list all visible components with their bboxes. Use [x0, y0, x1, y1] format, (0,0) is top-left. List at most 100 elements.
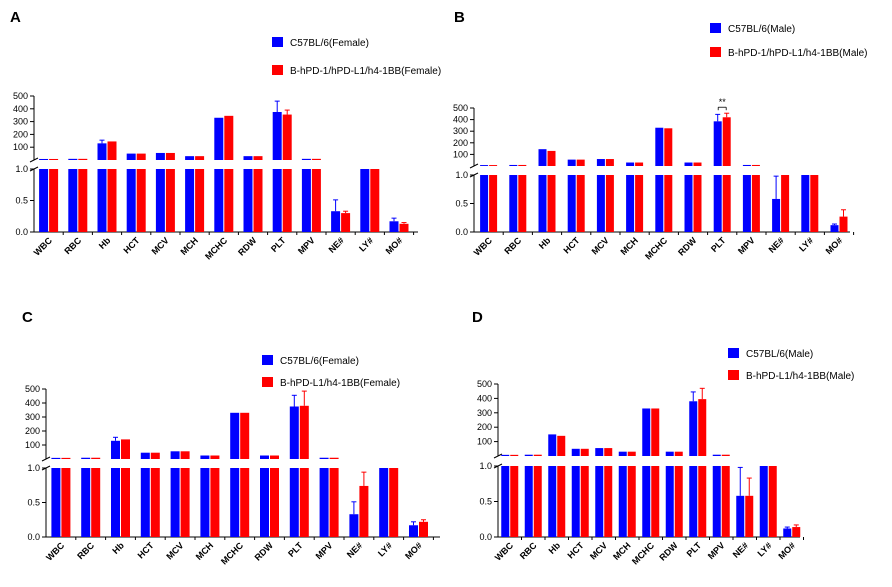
bar	[698, 399, 707, 456]
bar	[489, 165, 498, 166]
bar	[547, 175, 556, 232]
bar	[736, 495, 745, 537]
x-tick-label: Hb	[110, 540, 126, 556]
bar	[642, 466, 651, 537]
bar	[399, 223, 409, 232]
x-tick-label: RDW	[236, 235, 259, 258]
x-tick-label: RBC	[62, 235, 83, 256]
bar	[260, 455, 269, 459]
bar	[509, 175, 518, 232]
bar	[243, 156, 253, 160]
bar	[150, 452, 160, 459]
x-tick-label: MCV	[588, 540, 609, 561]
x-tick-label: HCT	[121, 235, 142, 256]
bar	[68, 169, 78, 232]
bar	[605, 175, 614, 232]
bar	[626, 162, 635, 166]
x-tick-label: MO#	[776, 540, 797, 561]
bar	[721, 454, 730, 456]
bar	[359, 485, 369, 537]
bar	[214, 169, 224, 232]
bar	[664, 128, 673, 166]
bar	[557, 466, 566, 537]
bar	[655, 175, 664, 232]
bar	[480, 165, 489, 166]
bar	[39, 158, 49, 160]
bar	[301, 169, 311, 232]
bar	[140, 452, 150, 459]
bar	[783, 528, 792, 537]
y-tick-label: 200	[13, 129, 28, 139]
axis-break-mark	[493, 453, 503, 459]
bar	[627, 451, 636, 456]
y-tick-label: 1.0	[15, 164, 28, 174]
x-tick-label: NE#	[767, 235, 786, 254]
bar	[722, 175, 731, 232]
bar	[289, 406, 299, 459]
y-tick-label: 500	[13, 91, 28, 101]
x-tick-label: MCV	[164, 540, 185, 561]
bar	[751, 164, 760, 166]
y-tick-label: 400	[477, 393, 492, 403]
bar	[533, 454, 542, 456]
x-tick-label: LY#	[357, 235, 375, 253]
x-tick-label: MCH	[618, 235, 640, 257]
x-tick-label: RBC	[75, 540, 96, 561]
bar	[253, 169, 263, 232]
bar	[68, 158, 78, 160]
bar	[655, 127, 664, 166]
y-tick-label: 300	[13, 117, 28, 127]
bar	[489, 175, 498, 232]
legend-label: B-hPD-L1/h4-1BB(Female)	[280, 378, 400, 389]
bar	[595, 448, 604, 456]
legend-swatch	[710, 47, 721, 57]
legend-label: B-hPD-1/hPD-L1/h4-1BB(Female)	[290, 66, 441, 77]
legend-swatch	[272, 65, 283, 75]
x-tick-label: MCV	[590, 235, 611, 256]
legend-swatch	[710, 23, 721, 33]
y-tick-label: 200	[477, 422, 492, 432]
bar	[576, 175, 585, 232]
y-tick-label: 100	[477, 437, 492, 447]
bar	[224, 169, 234, 232]
x-tick-label: PLT	[286, 540, 305, 559]
bar	[140, 468, 150, 537]
x-tick-label: MCHC	[630, 540, 657, 567]
x-tick-label: MPV	[296, 235, 317, 256]
legend-swatch	[728, 348, 739, 358]
x-tick-label: MPV	[706, 540, 727, 561]
bar	[510, 454, 519, 456]
x-tick-label: MO#	[403, 540, 424, 561]
y-tick-label: 0.5	[455, 199, 468, 209]
y-tick-label: 1.0	[455, 170, 468, 180]
bar	[49, 158, 59, 160]
x-tick-label: WBC	[44, 540, 67, 563]
significance-label: **	[719, 97, 727, 107]
panel-letter: B	[454, 9, 465, 26]
bar	[801, 175, 810, 232]
axis-break-mark	[29, 157, 39, 163]
bar	[839, 216, 848, 232]
bar	[604, 466, 613, 537]
bar	[111, 468, 120, 537]
bar	[742, 175, 751, 232]
bar	[665, 466, 674, 537]
bar	[618, 466, 627, 537]
bar	[210, 455, 220, 459]
bar	[289, 468, 299, 537]
bar	[311, 158, 321, 160]
legend-label: C57BL/6(Male)	[746, 349, 813, 360]
y-tick-label: 400	[13, 104, 28, 114]
bar	[81, 457, 91, 459]
bar	[272, 112, 282, 160]
bar	[713, 121, 722, 166]
bar	[538, 149, 547, 166]
bar	[480, 175, 489, 232]
x-tick-label: LY#	[797, 235, 815, 253]
bar	[121, 439, 130, 459]
panel-letter: A	[10, 9, 21, 26]
panel-letter: D	[472, 309, 483, 326]
bar	[230, 468, 240, 537]
